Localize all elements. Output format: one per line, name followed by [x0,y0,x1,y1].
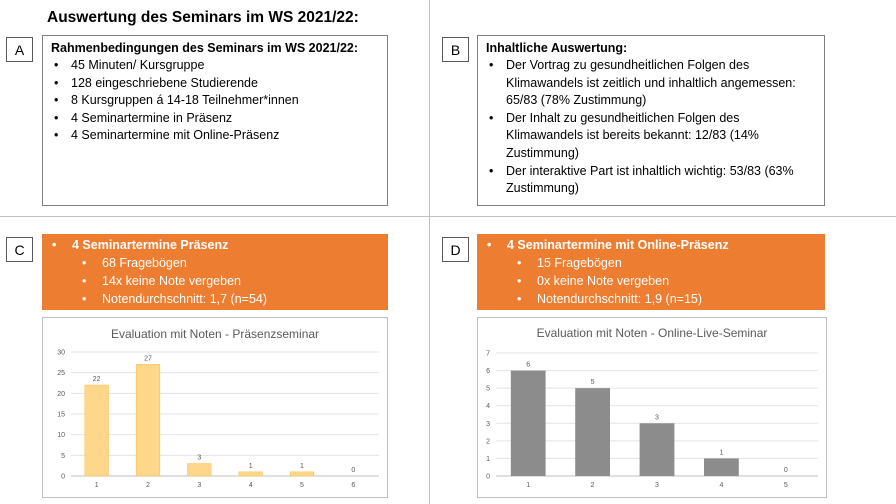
chart-online-svg: Evaluation mit Noten - Online-Live-Semin… [486,326,818,489]
data-label: 0 [351,467,355,474]
y-tick-label: 1 [486,456,490,463]
list-item: 8 Kursgruppen á 14-18 Teilnehmer*innen [51,92,379,110]
list-item: 0x keine Note vergeben [477,272,825,290]
horizontal-divider [0,216,896,217]
x-tick-label: 5 [784,482,788,489]
y-tick-label: 30 [57,350,65,357]
y-tick-label: 15 [57,412,65,419]
y-tick-label: 0 [486,474,490,481]
list-item: 4 Seminartermine mit Online-Präsenz [51,127,379,145]
data-label: 1 [249,463,253,470]
panel-b-box: Inhaltliche Auswertung: Der Vortrag zu g… [477,35,825,206]
x-tick-label: 4 [719,482,723,489]
x-tick-label: 5 [300,482,304,489]
x-tick-label: 1 [95,482,99,489]
data-label: 27 [144,355,152,362]
bar-3 [639,423,675,476]
panel-d-summary: 4 Seminartermine mit Online-Präsenz 15 F… [477,234,825,310]
x-tick-label: 6 [351,482,355,489]
data-label: 1 [300,463,304,470]
list-item: Der Vortrag zu gesundheitlichen Folgen d… [486,57,816,110]
chart-title: Evaluation mit Noten - Online-Live-Semin… [537,326,768,340]
panel-c-summary: 4 Seminartermine Präsenz 68 Fragebögen 1… [42,234,388,310]
list-item: 45 Minuten/ Kursgruppe [51,57,379,75]
list-item: Der interaktive Part ist inhaltlich wich… [486,163,816,198]
panel-b-letter: B [442,37,469,62]
panel-c-heading: 4 Seminartermine Präsenz [42,236,388,254]
panel-a-letter: A [6,37,33,62]
x-tick-label: 1 [526,482,530,489]
panel-a-list: 45 Minuten/ Kursgruppe 128 eingeschriebe… [51,57,379,145]
bar-5 [289,471,315,477]
y-tick-label: 5 [486,386,490,393]
list-item: 68 Fragebögen [42,254,388,272]
y-tick-label: 3 [486,421,490,428]
data-label: 3 [197,455,201,462]
panel-a-heading: Rahmenbedingungen des Seminars im WS 202… [51,41,359,55]
chart-online: Evaluation mit Noten - Online-Live-Semin… [477,317,827,498]
data-label: 6 [526,362,530,369]
y-tick-label: 25 [57,370,65,377]
bar-3 [187,463,212,477]
bar-2 [135,364,161,477]
data-label: 3 [655,414,659,421]
y-tick-label: 6 [486,368,490,375]
list-item: 4 Seminartermine in Präsenz [51,110,379,128]
y-tick-label: 20 [57,391,65,398]
x-tick-label: 2 [146,482,150,489]
data-label: 1 [719,449,723,456]
bar-4 [704,458,739,476]
list-item: 14x keine Note vergeben [42,272,388,290]
list-item: 128 eingeschriebene Studierende [51,75,379,93]
list-item: Notendurchschnitt: 1,9 (n=15) [477,290,825,308]
y-tick-label: 4 [486,403,490,410]
panel-a-box: Rahmenbedingungen des Seminars im WS 202… [42,35,388,206]
vertical-divider [429,0,430,504]
panel-b-list: Der Vortrag zu gesundheitlichen Folgen d… [486,57,816,198]
bar-1 [84,384,109,477]
chart-presence: Evaluation mit Noten - Präsenzseminar 0 5 1… [42,317,388,498]
y-tick-label: 5 [61,453,65,460]
y-tick-label: 7 [486,351,490,358]
data-label: 22 [93,376,101,383]
x-tick-label: 2 [591,482,595,489]
data-label: 0 [784,467,788,474]
bar-4 [238,471,263,477]
y-tick-label: 10 [57,432,65,439]
panel-c-letter: C [6,237,33,262]
panel-d-letter: D [442,237,469,262]
bar-2 [575,388,610,476]
chart-presence-svg: Evaluation mit Noten - Präsenzseminar 0 5 1… [57,327,379,489]
data-label: 5 [591,379,595,386]
list-item: 15 Fragebögen [477,254,825,272]
bar-1 [510,370,546,476]
page-title: Auswertung des Seminars im WS 2021/22: [47,9,359,26]
x-tick-label: 4 [249,482,253,489]
panel-b-heading: Inhaltliche Auswertung: [486,41,628,55]
y-tick-label: 0 [61,474,65,481]
x-tick-label: 3 [655,482,659,489]
y-tick-label: 2 [486,438,490,445]
x-tick-label: 3 [197,482,201,489]
list-item: Der Inhalt zu gesundheitlichen Folgen de… [486,110,816,163]
chart-title: Evaluation mit Noten - Präsenzseminar [111,327,319,341]
panel-d-heading: 4 Seminartermine mit Online-Präsenz [477,236,825,254]
list-item: Notendurchschnitt: 1,7 (n=54) [42,290,388,308]
